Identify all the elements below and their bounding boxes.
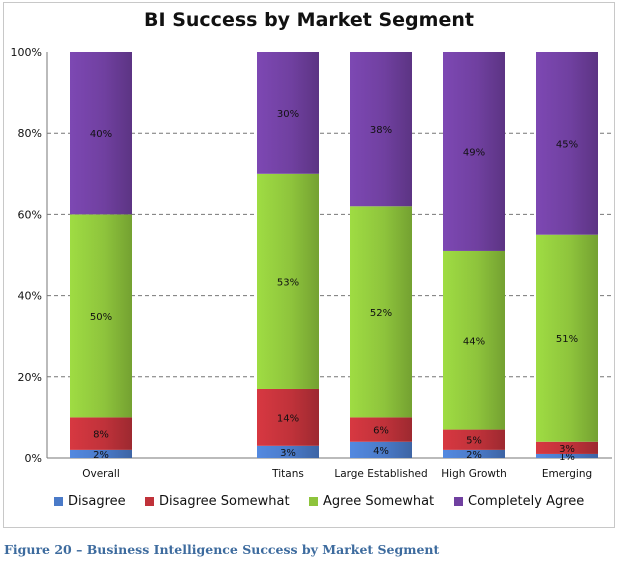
legend-item: Disagree Somewhat [145,494,290,509]
legend-label: Disagree [68,494,126,509]
data-label: 14% [277,413,299,424]
legend-item: Agree Somewhat [309,494,434,509]
data-label: 52% [370,308,392,319]
bar-segment [536,441,598,454]
legend-swatch [454,497,463,506]
data-label: 6% [373,426,389,437]
x-tick-label: High Growth [441,468,506,480]
data-label: 50% [90,312,112,323]
bar-segment [350,417,412,442]
legend-item: Completely Agree [454,494,584,509]
data-label: 2% [466,450,482,461]
data-label: 3% [559,444,575,455]
bar-segment [70,52,132,215]
chart-plot: 0% 20% 40% 60% 80% 100% 2% 8% 50% 40% Overall 3% 14%… [11,46,612,480]
data-label: 3% [280,448,296,459]
data-label: 49% [463,147,485,158]
bar-segment [536,234,598,442]
bar-segment [70,214,132,418]
bar-segment [536,453,598,458]
legend-label: Disagree Somewhat [159,494,290,509]
y-tick-label: 80% [18,127,42,140]
bar-segment [257,388,319,446]
bar-segment [443,52,505,251]
bar-segment [257,52,319,174]
chart-title: BI Success by Market Segment [144,9,474,31]
bar-segment [443,250,505,430]
data-label: 1% [559,452,575,463]
data-label: 53% [277,277,299,288]
data-label: 51% [556,334,578,345]
data-label: 4% [373,446,389,457]
data-label: 40% [90,129,112,140]
legend-label: Agree Somewhat [323,494,435,509]
y-tick-label: 0% [25,452,42,465]
data-label: 5% [466,436,482,447]
bar-segment [257,173,319,389]
bar-segment [443,449,505,458]
bar-segment [350,441,412,458]
bar-segment [536,52,598,235]
chart-legend: Disagree Disagree Somewhat Agree Somewhat C… [0,494,620,514]
bar-segment [70,449,132,458]
x-tick-label: Large Established [334,468,427,480]
legend-item: Disagree [54,494,126,509]
y-tick-label: 100% [11,46,42,59]
data-label: 45% [556,139,578,150]
bar-segment [350,52,412,207]
data-label: 8% [93,430,109,441]
x-tick-label: Overall [82,468,120,480]
legend-swatch [309,497,318,506]
x-tick-label: Titans [271,468,304,480]
y-tick-label: 20% [18,371,42,384]
x-tick-label: Emerging [542,468,592,480]
legend-label: Completely Agree [468,494,585,509]
bar-segment [257,445,319,458]
y-tick-label: 40% [18,290,42,303]
bar-segment [350,206,412,418]
data-label: 2% [93,450,109,461]
legend-swatch [54,497,63,506]
y-tick-label: 60% [18,208,42,221]
legend-swatch [145,497,154,506]
bar-segment [70,417,132,450]
data-label: 44% [463,336,485,347]
data-label: 30% [277,109,299,120]
data-label: 38% [370,125,392,136]
figure-caption: Figure 20 – Business Intelligence Succes… [4,542,440,557]
bar-segment [443,429,505,450]
